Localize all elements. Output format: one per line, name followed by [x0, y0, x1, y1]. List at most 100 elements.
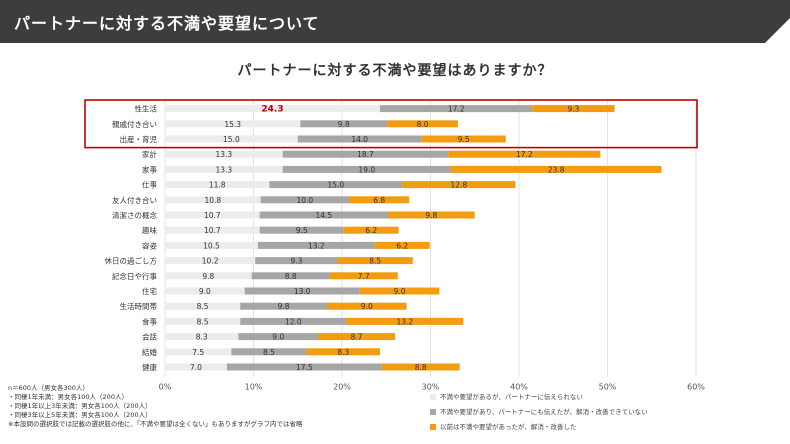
category-label: 食事 [142, 316, 157, 326]
bar-segment [165, 317, 241, 325]
data-label: 15.0 [327, 181, 344, 190]
bar-segment [381, 363, 460, 371]
data-label: 24.3 [261, 105, 283, 115]
legend-label: 不満や要望があり、パートナーにも伝えたが、解消・改善できていない [440, 408, 648, 416]
legend-label: 不満や要望があるが、パートナーに伝えられない [440, 393, 583, 401]
category-label: 友人付き合い [112, 195, 157, 205]
bar-segment [300, 120, 388, 128]
data-label: 14.0 [351, 135, 368, 144]
data-label: 12.0 [285, 317, 302, 326]
bar-segment [421, 135, 506, 143]
data-label: 10.5 [203, 241, 220, 250]
bar-segment [343, 226, 399, 234]
legend-item-resolved: 以前は不満や要望があったが、解消・改善した [430, 421, 576, 431]
bar-segment [165, 302, 241, 310]
data-label: 14.5 [316, 211, 333, 220]
data-label: 8.5 [197, 317, 209, 326]
data-label: 7.7 [358, 272, 370, 281]
category-label: 仕事 [142, 180, 157, 190]
bar-segment [387, 120, 458, 128]
bar-segment [165, 120, 301, 128]
x-tick-label: 50% [599, 383, 617, 392]
data-label: 9.8 [278, 302, 290, 311]
data-label: 8.8 [415, 363, 427, 372]
data-label: 15.0 [223, 135, 240, 144]
data-label: 9.8 [338, 120, 350, 129]
legend-swatch [430, 409, 436, 415]
footnote-group-3: ・同棲3年以上5年未満：男女各100人（200人） [8, 411, 152, 419]
data-label: 7.0 [190, 363, 202, 372]
data-label: 13.2 [396, 317, 413, 326]
bar-segment [448, 150, 601, 158]
bar-segment [165, 165, 283, 173]
data-label: 17.2 [448, 105, 465, 114]
data-label: 10.8 [204, 196, 221, 205]
data-label: 8.5 [197, 302, 209, 311]
bar-segment [165, 257, 256, 265]
data-label: 7.5 [192, 348, 204, 357]
bar-segment [326, 302, 407, 310]
bar-segment [450, 165, 662, 173]
data-label: 8.5 [369, 257, 381, 266]
bar-segment [165, 348, 232, 356]
x-tick-label: 30% [422, 383, 440, 392]
data-label: 12.8 [450, 181, 467, 190]
header-bar [0, 0, 790, 43]
data-label: 9.0 [361, 302, 373, 311]
data-label: 9.5 [458, 135, 470, 144]
category-label: 結婚 [142, 347, 157, 357]
bar-segment [359, 287, 440, 295]
bar-segment [231, 348, 307, 356]
legend-item-cannot-tell: 不満や要望があるが、パートナーに伝えられない [430, 391, 583, 401]
bar-segment [165, 181, 270, 189]
bar-segment [346, 317, 464, 325]
bar-segment [255, 257, 338, 265]
bar-segment [380, 105, 533, 113]
category-label: 住宅 [142, 286, 157, 296]
bar-segment [165, 150, 283, 158]
category-label: 容姿 [142, 240, 157, 250]
data-label: 9.0 [394, 287, 406, 296]
bar-segment [165, 241, 258, 249]
page-title: パートナーに対する不満や要望について [14, 14, 320, 33]
bar-segment [165, 287, 245, 295]
category-label: 家計 [142, 149, 157, 159]
bar-segment [165, 272, 252, 280]
footnote-sample-size: n＝600人（男女各300人） [8, 384, 89, 392]
bar-segment [165, 105, 381, 113]
data-label: 13.0 [294, 287, 311, 296]
bar-segment [240, 317, 347, 325]
bar-segment [532, 105, 615, 113]
category-label: 性生活 [135, 104, 158, 114]
x-tick-label: 0% [159, 383, 172, 392]
data-label: 9.3 [567, 105, 579, 114]
bar-segment [226, 363, 382, 371]
x-tick-label: 20% [333, 383, 351, 392]
bar-segment [388, 211, 475, 219]
data-label: 6.2 [396, 241, 408, 250]
bar-segment [306, 348, 381, 356]
data-label: 10.0 [296, 196, 313, 205]
footnote-group-2: ・同棲1年以上3年未満：男女各100人（200人） [8, 402, 152, 410]
bar-segment [240, 302, 327, 310]
bar-segment [282, 165, 451, 173]
category-label: 休日の過ごし方 [105, 256, 158, 266]
bar-segment [282, 150, 449, 158]
bar-segment [165, 333, 239, 341]
data-label: 8.8 [285, 272, 297, 281]
data-label: 13.3 [216, 150, 233, 159]
bar-segment [337, 257, 413, 265]
legend-swatch [430, 394, 436, 400]
bar-segment [257, 241, 375, 249]
bar-segment [260, 196, 350, 204]
category-label: 生活時間帯 [120, 301, 158, 311]
data-label: 11.8 [209, 181, 226, 190]
data-label: 18.7 [357, 150, 374, 159]
data-label: 8.0 [417, 120, 429, 129]
footnote-group-1: ・同棲1年未満：男女各100人（200人） [8, 393, 128, 401]
bar-segment [165, 211, 260, 219]
data-label: 17.5 [296, 363, 313, 372]
bar-segment [238, 333, 319, 341]
legend-swatch [430, 424, 436, 430]
